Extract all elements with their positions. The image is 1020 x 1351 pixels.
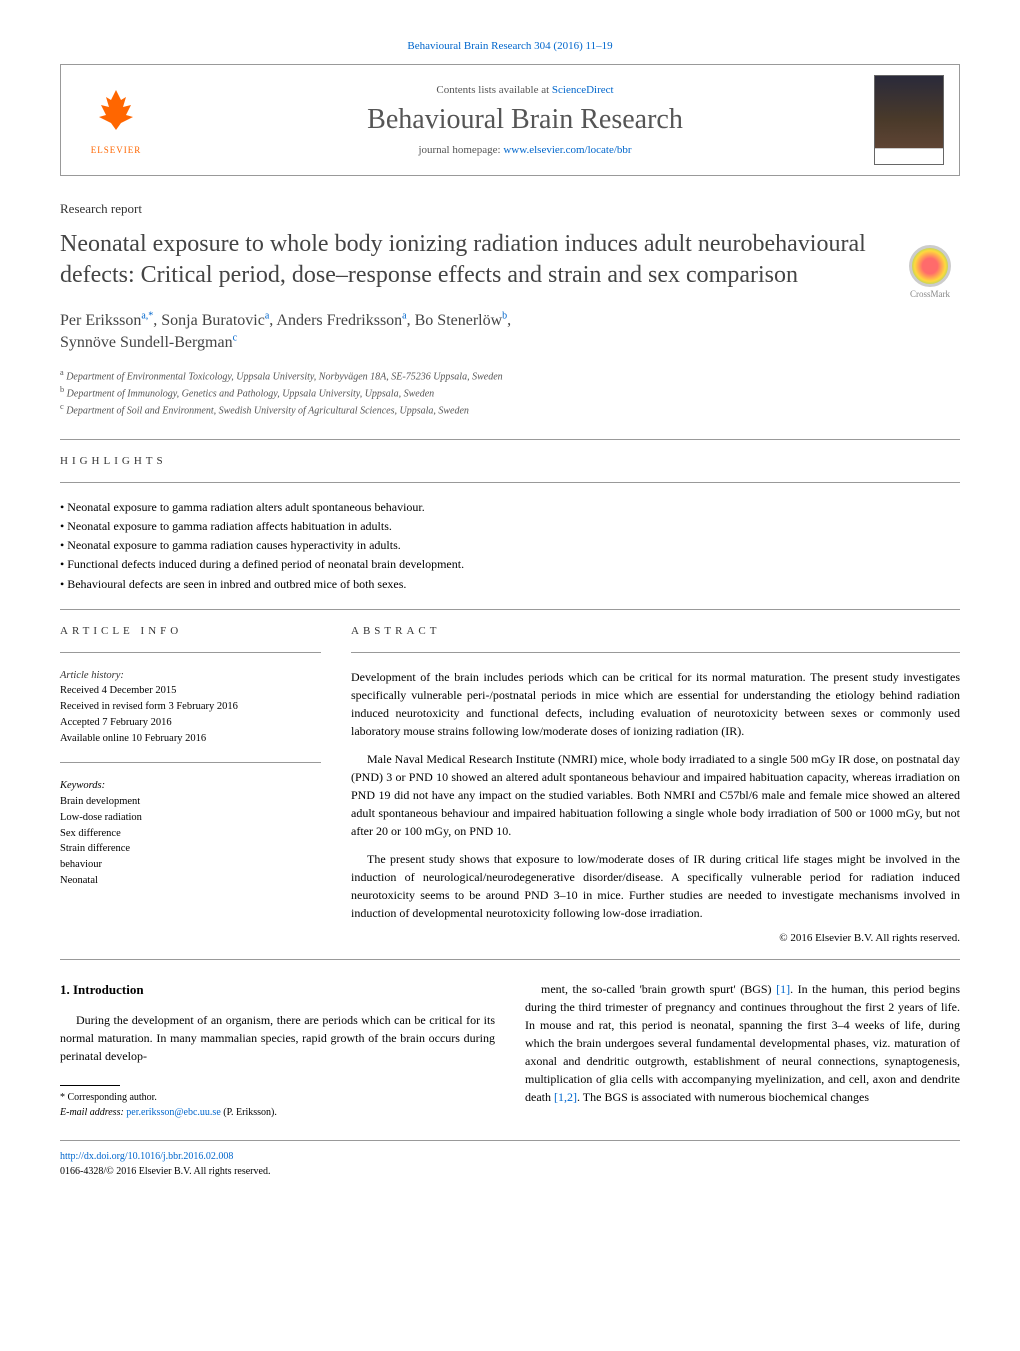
keyword: Sex difference <box>60 826 321 842</box>
divider <box>60 652 321 653</box>
divider <box>60 482 960 483</box>
abstract-heading: ABSTRACT <box>351 625 960 637</box>
keywords-label: Keywords: <box>60 778 321 794</box>
author: Per Erikssona,* <box>60 312 153 329</box>
crossmark-label: CrossMark <box>910 289 950 299</box>
history-item: Received in revised form 3 February 2016 <box>60 699 321 715</box>
journal-citation: Behavioural Brain Research 304 (2016) 11… <box>60 40 960 52</box>
divider <box>351 652 960 653</box>
journal-cover-thumbnail <box>874 75 944 165</box>
email-suffix: (P. Eriksson). <box>221 1107 277 1118</box>
article-type: Research report <box>60 201 960 217</box>
introduction-paragraph: ment, the so-called 'brain growth spurt'… <box>525 980 960 1106</box>
sciencedirect-link[interactable]: ScienceDirect <box>552 84 614 96</box>
keyword: Strain difference <box>60 841 321 857</box>
homepage-link[interactable]: www.elsevier.com/locate/bbr <box>503 144 631 156</box>
journal-header-box: ELSEVIER Contents lists available at Sci… <box>60 64 960 176</box>
abstract-text: Development of the brain includes period… <box>351 668 960 922</box>
highlight-item: Functional defects induced during a defi… <box>60 555 960 574</box>
email-link[interactable]: per.eriksson@ebc.uu.se <box>126 1107 220 1118</box>
page-footer: http://dx.doi.org/10.1016/j.bbr.2016.02.… <box>60 1140 960 1179</box>
author: Synnöve Sundell-Bergmanc <box>60 334 237 351</box>
keyword: behaviour <box>60 857 321 873</box>
divider <box>60 609 960 610</box>
divider <box>60 959 960 960</box>
elsevier-label: ELSEVIER <box>91 145 142 155</box>
highlight-item: Neonatal exposure to gamma radiation alt… <box>60 498 960 517</box>
crossmark-badge[interactable]: CrossMark <box>900 245 960 305</box>
article-title: Neonatal exposure to whole body ionizing… <box>60 229 960 291</box>
keywords-block: Keywords: Brain development Low-dose rad… <box>60 778 321 888</box>
doi-link[interactable]: http://dx.doi.org/10.1016/j.bbr.2016.02.… <box>60 1151 233 1162</box>
article-info-heading: ARTICLE INFO <box>60 625 321 637</box>
homepage-line: journal homepage: www.elsevier.com/locat… <box>176 144 874 156</box>
keyword: Neonatal <box>60 873 321 889</box>
highlight-item: Neonatal exposure to gamma radiation cau… <box>60 536 960 555</box>
author: Bo Stenerlöwb <box>415 312 508 329</box>
issn-copyright: 0166-4328/© 2016 Elsevier B.V. All right… <box>60 1164 960 1179</box>
email-label: E-mail address: <box>60 1107 126 1118</box>
elsevier-logo: ELSEVIER <box>76 80 156 160</box>
homepage-prefix: journal homepage: <box>418 144 503 156</box>
reference-link[interactable]: [1,2] <box>554 1090 577 1104</box>
keyword: Low-dose radiation <box>60 810 321 826</box>
abstract-paragraph: Development of the brain includes period… <box>351 668 960 740</box>
author: Sonja Buratovica <box>161 312 269 329</box>
journal-title: Behavioural Brain Research <box>176 104 874 136</box>
introduction-paragraph: During the development of an organism, t… <box>60 1011 495 1065</box>
affiliation: c Department of Soil and Environment, Sw… <box>60 401 960 418</box>
highlights-list: Neonatal exposure to gamma radiation alt… <box>60 498 960 594</box>
highlights-heading: HIGHLIGHTS <box>60 455 960 467</box>
highlight-item: Neonatal exposure to gamma radiation aff… <box>60 517 960 536</box>
affiliation: a Department of Environmental Toxicology… <box>60 367 960 384</box>
history-item: Accepted 7 February 2016 <box>60 715 321 731</box>
author: Anders Fredrikssona <box>276 312 406 329</box>
history-item: Available online 10 February 2016 <box>60 731 321 747</box>
keyword: Brain development <box>60 794 321 810</box>
history-label: Article history: <box>60 668 321 684</box>
introduction-heading: 1. Introduction <box>60 980 495 1000</box>
divider <box>60 762 321 763</box>
elsevier-tree-icon <box>91 85 141 145</box>
abstract-paragraph: The present study shows that exposure to… <box>351 850 960 922</box>
contents-line: Contents lists available at ScienceDirec… <box>176 84 874 96</box>
abstract-paragraph: Male Naval Medical Research Institute (N… <box>351 750 960 840</box>
article-history: Article history: Received 4 December 201… <box>60 668 321 747</box>
contents-prefix: Contents lists available at <box>436 84 551 96</box>
authors-list: Per Erikssona,*, Sonja Buratovica, Ander… <box>60 309 960 354</box>
abstract-copyright: © 2016 Elsevier B.V. All rights reserved… <box>351 932 960 944</box>
corr-label: * Corresponding author. <box>60 1090 495 1105</box>
highlight-item: Behavioural defects are seen in inbred a… <box>60 575 960 594</box>
divider <box>60 439 960 440</box>
corresponding-author: * Corresponding author. E-mail address: … <box>60 1085 495 1120</box>
crossmark-icon <box>909 245 951 287</box>
history-item: Received 4 December 2015 <box>60 683 321 699</box>
affiliations: a Department of Environmental Toxicology… <box>60 367 960 419</box>
reference-link[interactable]: [1] <box>776 982 790 996</box>
affiliation: b Department of Immunology, Genetics and… <box>60 384 960 401</box>
